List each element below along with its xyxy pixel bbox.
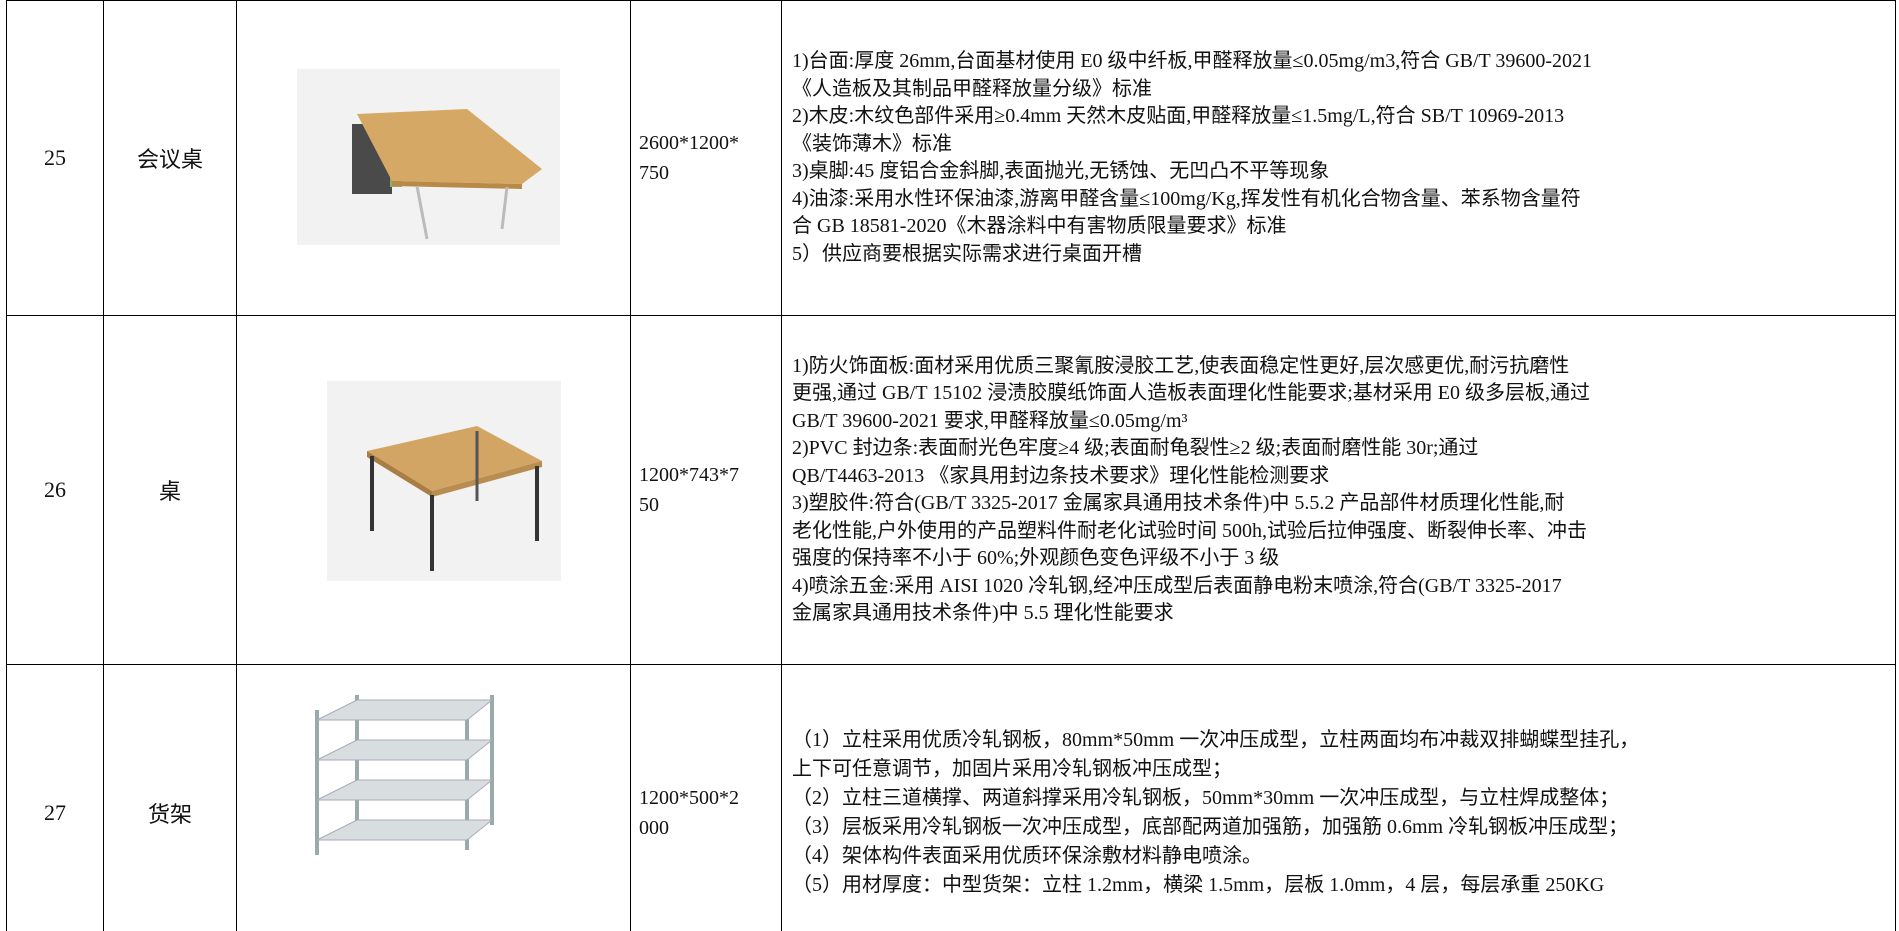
row-number: 26 [44, 477, 66, 502]
size-text: 2600*1200* [639, 132, 739, 154]
size-text: 000 [639, 816, 669, 839]
desc-line: 2)木皮:木纹色部件采用≥0.4mm 天然木皮贴面,甲醛释放量≤1.5mg/L,… [792, 105, 1565, 127]
desc-line: 2)PVC 封边条:表面耐光色牢度≥4 级;表面耐龟裂性≥2 级;表面耐磨性能 … [792, 437, 1479, 459]
row-number: 27 [44, 799, 66, 825]
desc-line: 4)喷涂五金:采用 AISI 1020 冷轧钢,经冲压成型后表面静电粉末喷涂,符… [792, 574, 1562, 597]
desc-line: （3）层板采用冷轧钢板一次冲压成型，底部配两道加强筋，加强筋 0.6mm 冷轧钢… [792, 815, 1629, 838]
desc-line: 更强,通过 GB/T 15102 浸渍胶膜纸饰面人造板表面理化性能要求;基材采用… [792, 382, 1590, 404]
item-name: 货架 [147, 801, 192, 827]
table-image [327, 381, 561, 581]
name-cell: 货架 [103, 664, 236, 931]
desc-line: 合 GB 18581-2020《木器涂料中有害物质限量要求》标准 [792, 215, 1287, 237]
desc-line: （1）立柱采用优质冷轧钢板，80mm*50mm 一次冲压成型，立柱两面均布冲裁双… [792, 728, 1640, 751]
name-cell: 桌 [103, 315, 236, 664]
desc-cell: 1)防火饰面板:面材采用优质三聚氰胺浸胶工艺,使表面稳定性更好,层次感更优,耐污… [781, 315, 1896, 664]
desc-cell: 1)台面:厚度 26mm,台面基材使用 E0 级中纤板,甲醛释放量≤0.05mg… [781, 0, 1896, 315]
no-cell: 25 [6, 0, 103, 315]
desk-image [297, 69, 560, 245]
image-cell [236, 315, 630, 664]
desc-line: （2）立柱三道横撑、两道斜撑采用冷轧钢板，50mm*30mm 一次冲压成型，与立… [792, 786, 1620, 809]
desc-line: 上下可任意调节，加固片采用冷轧钢板冲压成型； [792, 757, 1232, 780]
image-cell [236, 664, 630, 931]
desc-line: （4）架体构件表面采用优质环保涂敷材料静电喷涂。 [792, 844, 1262, 867]
size-text: 50 [639, 494, 659, 516]
desc-line: 金属家具通用技术条件)中 5.5 理化性能要求 [792, 602, 1174, 624]
desc-line: 3)塑胶件:符合(GB/T 3325-2017 金属家具通用技术条件)中 5.5… [792, 492, 1565, 514]
item-name: 会议桌 [136, 147, 203, 172]
desc-line: 老化性能,户外使用的产品塑料件耐老化试验时间 500h,试验后拉伸强度、断裂伸长… [792, 519, 1587, 542]
name-cell: 会议桌 [103, 0, 236, 315]
no-cell: 26 [6, 315, 103, 664]
desc-line: 3)桌脚:45 度铝合金斜脚,表面抛光,无锈蚀、无凹凸不平等现象 [792, 160, 1330, 182]
item-name: 桌 [158, 479, 181, 504]
desc-line: 4)油漆:采用水性环保油漆,游离甲醛含量≤100mg/Kg,挥发性有机化合物含量… [792, 187, 1581, 210]
desc-line: 5）供应商要根据实际需求进行桌面开槽 [792, 242, 1142, 265]
desc-cell: （1）立柱采用优质冷轧钢板，80mm*50mm 一次冲压成型，立柱两面均布冲裁双… [781, 664, 1896, 931]
desc-line: 《装饰薄木》标准 [792, 132, 952, 155]
shelf-image [297, 690, 506, 860]
no-cell: 27 [6, 664, 103, 931]
desc-line: （5）用材厚度：中型货架：立柱 1.2mm，横梁 1.5mm，层板 1.0mm，… [792, 873, 1605, 896]
size-text: 750 [639, 162, 669, 184]
desc-line: 1)防火饰面板:面材采用优质三聚氰胺浸胶工艺,使表面稳定性更好,层次感更优,耐污… [792, 354, 1570, 377]
row-number: 25 [44, 145, 66, 170]
desc-line: 1)台面:厚度 26mm,台面基材使用 E0 级中纤板,甲醛释放量≤0.05mg… [792, 50, 1593, 72]
size-text: 1200*500*2 [639, 786, 739, 809]
desc-line: 《人造板及其制品甲醛释放量分级》标准 [792, 77, 1152, 100]
desc-line: GB/T 39600-2021 要求,甲醛释放量≤0.05mg/m³ [792, 409, 1188, 432]
desc-line: 强度的保持率不小于 60%;外观颜色变色评级不小于 3 级 [792, 547, 1280, 569]
size-cell: 1200*500*2 000 [630, 664, 781, 931]
size-text: 1200*743*7 [639, 464, 739, 486]
size-cell: 1200*743*7 50 [630, 315, 781, 664]
image-cell [236, 0, 630, 315]
desc-line: QB/T4463-2013 《家具用封边条技术要求》理化性能检测要求 [792, 464, 1330, 487]
size-cell: 2600*1200* 750 [630, 0, 781, 315]
